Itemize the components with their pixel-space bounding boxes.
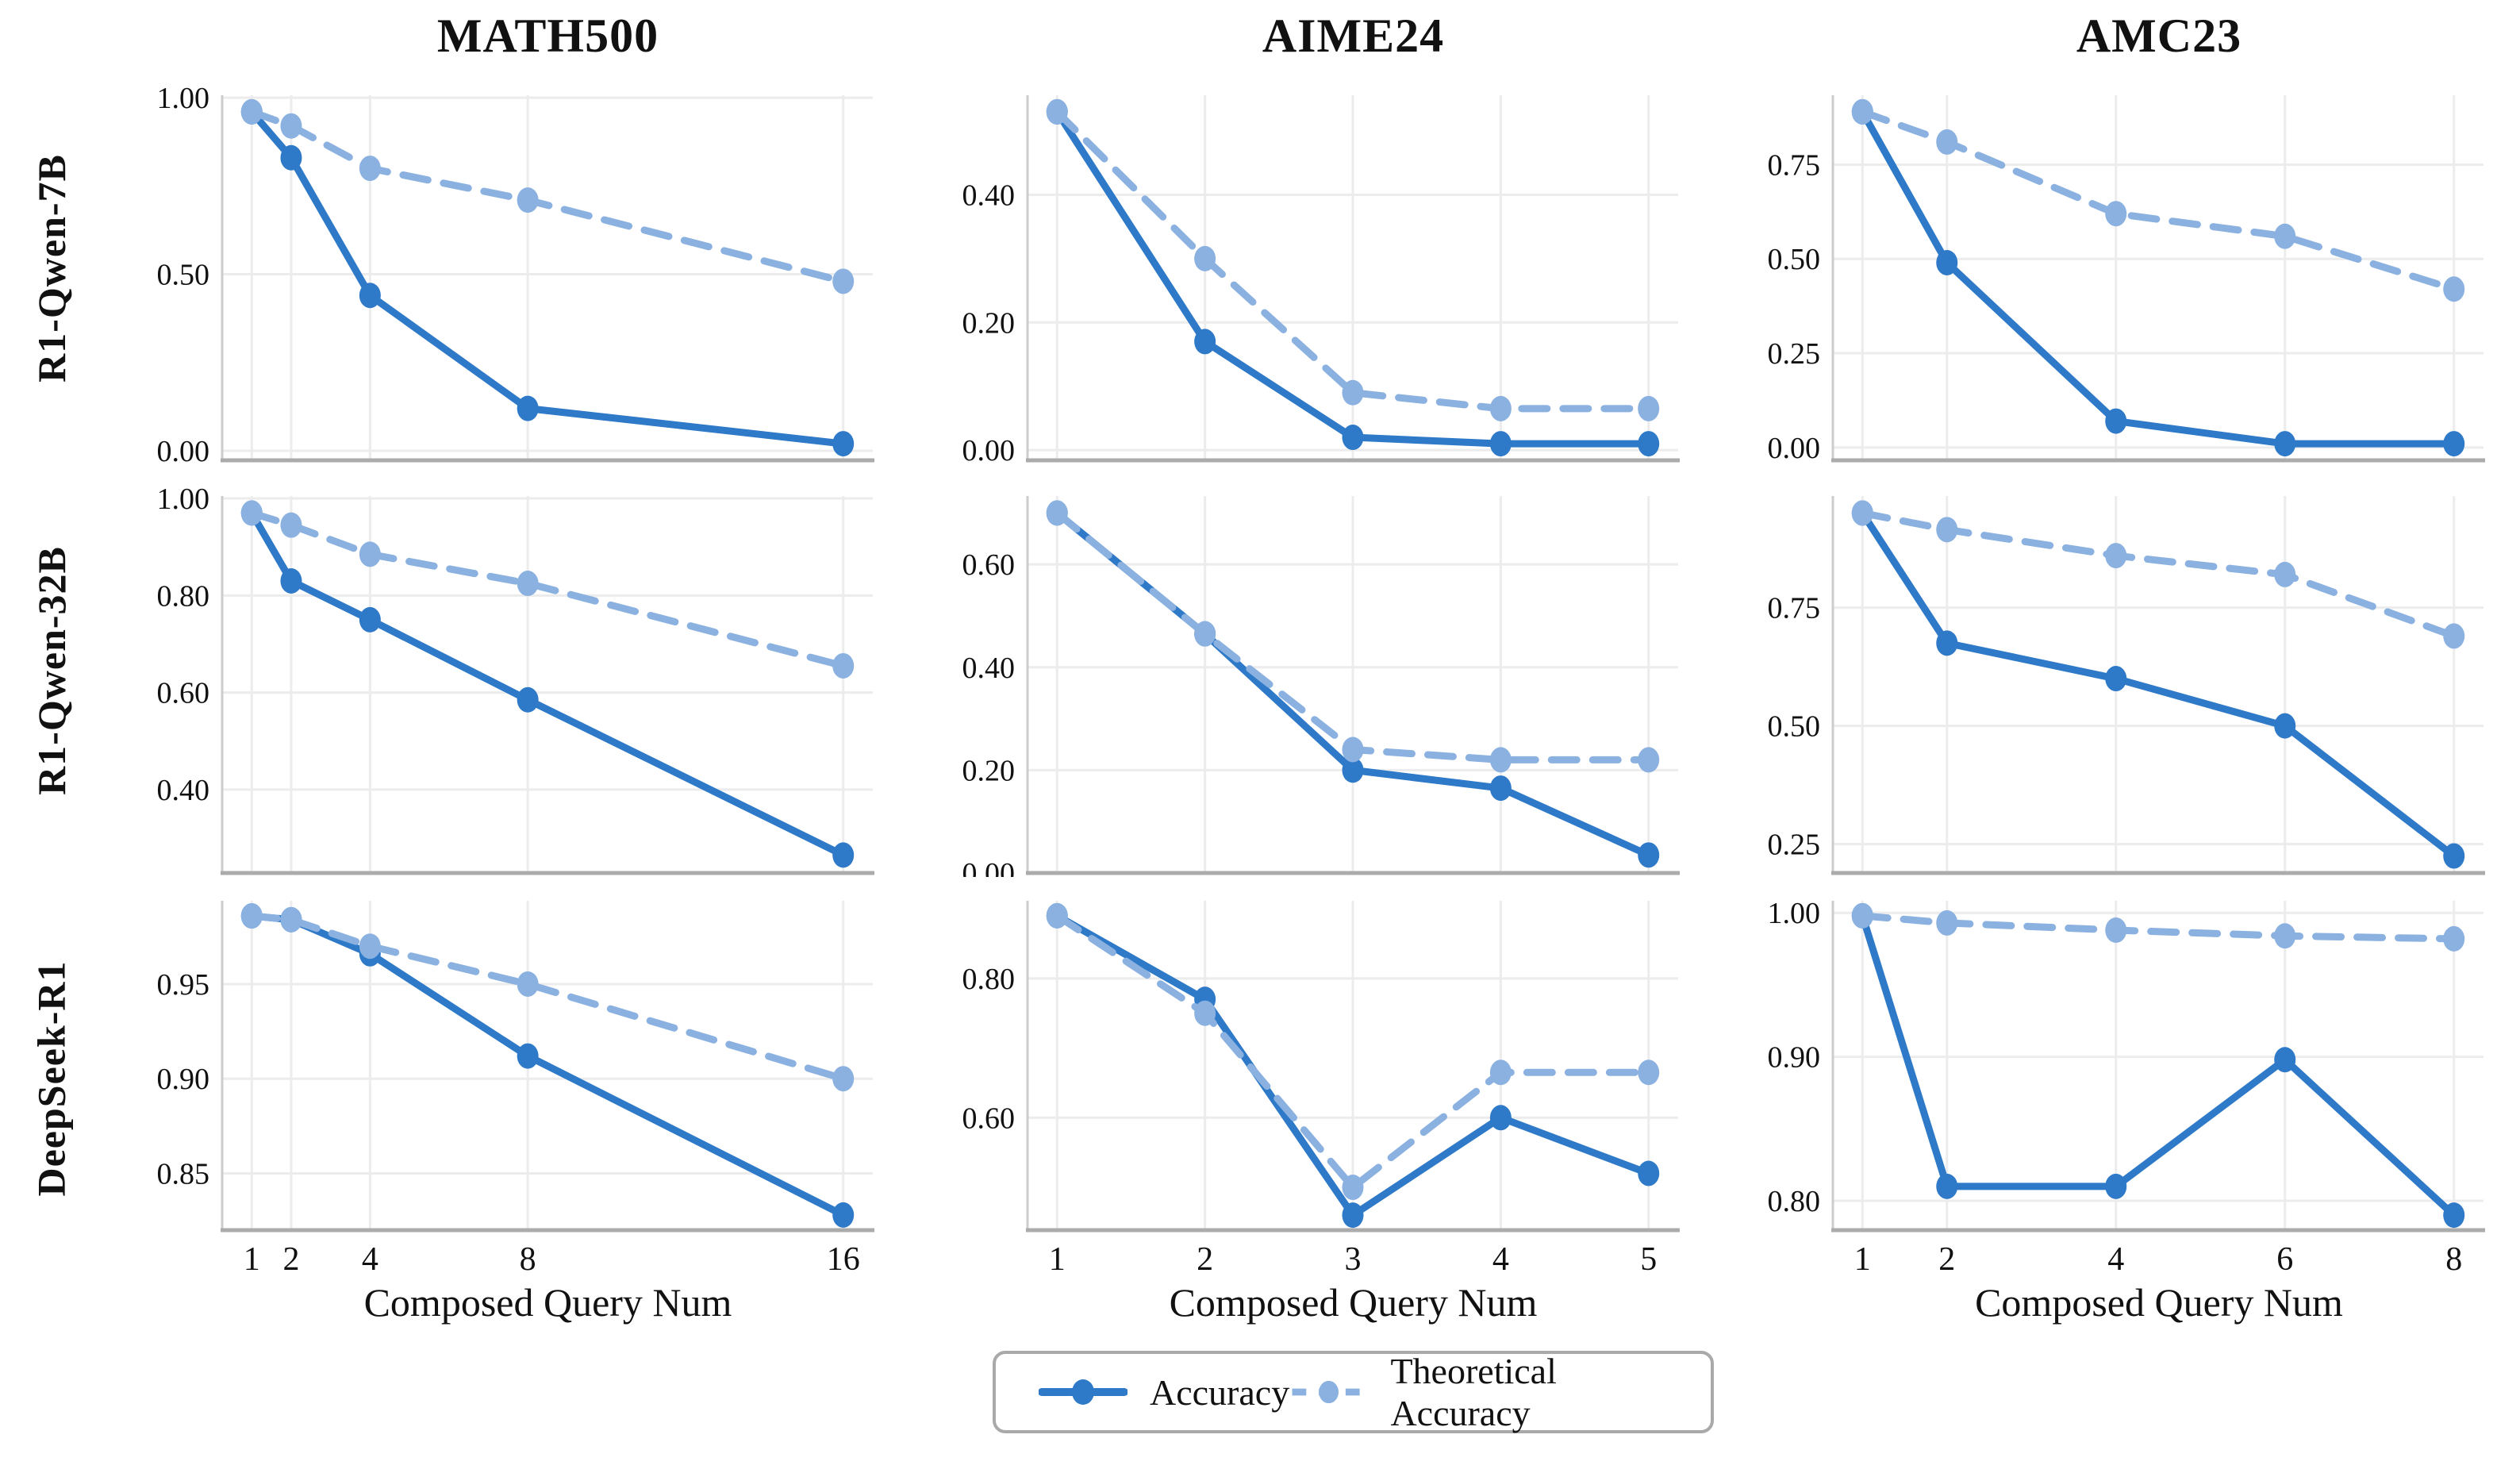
svg-text:0.20: 0.20 [962,306,1016,340]
legend-container: Accuracy Theoretical Accuracy [909,1340,1714,1473]
svg-text:0.00: 0.00 [1768,432,1821,464]
corner-spacer [0,0,103,71]
xlabel-row-spacer [0,1279,103,1340]
legend-item-accuracy: Accuracy [1039,1371,1289,1413]
legend: Accuracy Theoretical Accuracy [993,1351,1714,1433]
svg-text:0.00: 0.00 [962,434,1016,464]
svg-text:8: 8 [520,1241,536,1278]
svg-text:0.80: 0.80 [1768,1185,1821,1218]
svg-text:1.00: 1.00 [157,483,210,516]
svg-text:0.50: 0.50 [1768,243,1821,276]
svg-text:1: 1 [1854,1241,1871,1278]
legend-label-theoretical-accuracy: Theoretical Accuracy [1390,1351,1557,1433]
legend-label-accuracy: Accuracy [1150,1371,1290,1413]
svg-text:0.25: 0.25 [1768,337,1821,371]
chart-deepseek-r1-amc23: 0.80 0.90 1.00 1 2 4 6 8 [1714,877,2520,1279]
svg-text:2: 2 [1197,1241,1213,1278]
chart-r1-qwen-7b-aime24: 0.00 0.20 0.40 [909,71,1714,464]
chart-svg-r1-qwen-7b-math500: 0.00 0.50 1.00 [157,82,874,464]
svg-text:0.60: 0.60 [962,548,1016,582]
svg-text:4: 4 [2107,1241,2124,1278]
svg-text:0.50: 0.50 [157,259,210,292]
svg-text:0.00: 0.00 [157,435,210,464]
svg-text:1: 1 [1049,1241,1066,1278]
svg-text:16: 16 [827,1241,860,1278]
chart-svg-r1-qwen-7b-amc23: 0.00 0.25 0.50 0.75 [1768,95,2485,464]
chart-svg-r1-qwen-32b-aime24: 0.00 0.20 0.40 0.60 [962,496,1680,877]
svg-text:1.00: 1.00 [1768,897,1821,930]
svg-text:0.85: 0.85 [157,1157,210,1190]
chart-deepseek-r1-math500: 0.85 0.90 0.95 1 2 4 8 16 [103,877,909,1279]
chart-svg-deepseek-r1-amc23: 0.80 0.90 1.00 1 2 4 6 8 [1768,897,2485,1278]
chart-svg-r1-qwen-7b-aime24: 0.00 0.20 0.40 [962,95,1680,464]
svg-text:0.50: 0.50 [1768,710,1821,744]
svg-text:0.80: 0.80 [962,963,1016,996]
row-label-deepseek-r1: DeepSeek-R1 [29,960,74,1197]
svg-text:0.95: 0.95 [157,968,210,1002]
x-axis-label-aime24: Composed Query Num [1169,1280,1538,1325]
row-label-r1-qwen-32b: R1-Qwen-32B [29,546,75,795]
svg-text:0.60: 0.60 [962,1102,1016,1135]
chart-deepseek-r1-aime24: 0.60 0.80 1 2 3 4 5 [909,877,1714,1279]
x-axis-label-amc23: Composed Query Num [1975,1280,2343,1325]
svg-text:6: 6 [2276,1241,2293,1278]
chart-svg-r1-qwen-32b-amc23: 0.25 0.50 0.75 [1768,496,2485,875]
svg-text:8: 8 [2445,1241,2462,1278]
legend-swatch-solid-line-icon [1039,1379,1127,1405]
svg-text:0.80: 0.80 [157,579,210,613]
svg-text:0.25: 0.25 [1768,829,1821,862]
svg-text:5: 5 [1640,1241,1657,1278]
row-label-cell-deepseek-r1: DeepSeek-R1 [0,877,103,1279]
svg-text:0.40: 0.40 [157,774,210,807]
row-label-cell-r1-qwen-7b: R1-Qwen-7B [0,71,103,464]
svg-text:1.00: 1.00 [157,82,210,115]
chart-r1-qwen-32b-math500: 0.40 0.60 0.80 1.00 [103,464,909,877]
chart-r1-qwen-32b-amc23: 0.25 0.50 0.75 [1714,464,2520,877]
chart-r1-qwen-7b-math500: 0.00 0.50 1.00 [103,71,909,464]
chart-svg-deepseek-r1-math500: 0.85 0.90 0.95 1 2 4 8 16 [157,901,874,1278]
svg-text:0.00: 0.00 [962,857,1016,877]
svg-text:0.40: 0.40 [962,179,1016,212]
svg-text:3: 3 [1345,1241,1362,1278]
svg-text:4: 4 [362,1241,378,1278]
svg-text:0.90: 0.90 [157,1063,210,1096]
column-title-amc23: AMC23 [2076,9,2242,62]
svg-text:4: 4 [1492,1241,1509,1278]
svg-text:0.90: 0.90 [1768,1041,1821,1075]
svg-text:0.40: 0.40 [962,652,1016,685]
svg-text:0.60: 0.60 [157,677,210,710]
svg-text:1: 1 [244,1241,260,1278]
chart-r1-qwen-7b-amc23: 0.00 0.25 0.50 0.75 [1714,71,2520,464]
chart-svg-deepseek-r1-aime24: 0.60 0.80 1 2 3 4 5 [962,901,1680,1278]
column-title-math500: MATH500 [436,9,659,62]
legend-swatch-dashed-line-icon [1292,1380,1366,1404]
legend-item-theoretical-accuracy: Theoretical Accuracy [1289,1350,1668,1434]
svg-text:0.75: 0.75 [1768,148,1821,182]
chart-svg-r1-qwen-32b-math500: 0.40 0.60 0.80 1.00 [157,483,874,875]
row-label-r1-qwen-7b: R1-Qwen-7B [29,153,75,383]
column-title-aime24: AIME24 [1262,9,1445,62]
chart-r1-qwen-32b-aime24: 0.00 0.20 0.40 0.60 [909,464,1714,877]
row-label-cell-r1-qwen-32b: R1-Qwen-32B [0,464,103,877]
svg-text:2: 2 [1938,1241,1955,1278]
svg-text:0.75: 0.75 [1768,592,1821,625]
svg-text:0.20: 0.20 [962,754,1016,787]
svg-text:2: 2 [282,1241,299,1278]
x-axis-label-math500: Composed Query Num [363,1280,732,1325]
